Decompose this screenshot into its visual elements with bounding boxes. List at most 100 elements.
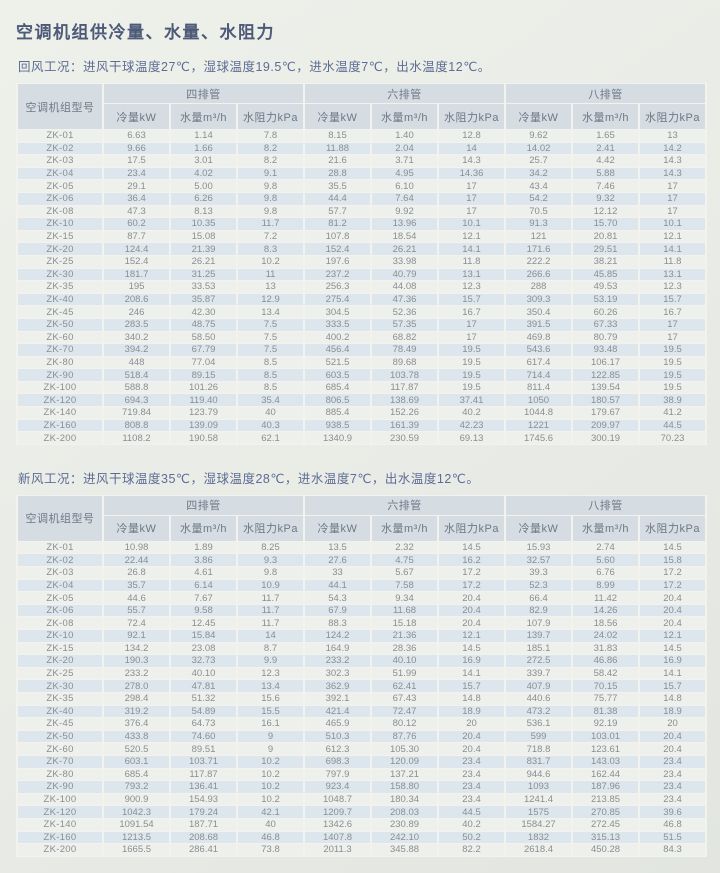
value-cell: 12.1 bbox=[640, 630, 705, 642]
value-cell: 14.3 bbox=[640, 155, 705, 167]
value-cell: 521.5 bbox=[305, 356, 370, 369]
value-cell: 4.02 bbox=[171, 167, 236, 180]
model-cell: ZK-120 bbox=[18, 806, 102, 818]
value-cell: 23.4 bbox=[104, 167, 169, 180]
value-cell: 43.4 bbox=[506, 180, 571, 192]
value-cell: 48.75 bbox=[171, 318, 236, 331]
value-cell: 67.43 bbox=[372, 692, 437, 705]
value-cell: 37.41 bbox=[439, 394, 504, 407]
value-cell: 391.5 bbox=[506, 318, 571, 331]
value-cell: 19.5 bbox=[640, 369, 705, 381]
value-cell: 16.9 bbox=[439, 655, 504, 667]
value-cell: 92.1 bbox=[104, 630, 169, 642]
value-cell: 588.8 bbox=[104, 381, 169, 394]
table-row: ZK-20 190.3 32.73 9.9 233.2 40.10 16.9 272.5 46.… bbox=[18, 655, 705, 667]
value-cell: 304.5 bbox=[305, 306, 370, 318]
value-cell: 11.68 bbox=[372, 604, 437, 617]
value-cell: 448 bbox=[104, 356, 169, 369]
value-cell: 22.44 bbox=[104, 554, 169, 567]
value-cell: 20 bbox=[439, 718, 504, 730]
model-cell: ZK-50 bbox=[18, 730, 102, 743]
value-cell: 2618.4 bbox=[506, 844, 571, 856]
model-cell: ZK-100 bbox=[18, 793, 102, 806]
value-cell: 8.25 bbox=[238, 541, 303, 554]
fresh-air-spec-table: 空调机组型号 四排管 六排管 八排管 冷量kW 水量m³/h 水阻力kPa 冷量kW 水量m³/… bbox=[16, 494, 707, 857]
value-cell: 19.5 bbox=[439, 369, 504, 381]
value-cell: 181.7 bbox=[104, 268, 169, 281]
coil-group-header: 六排管 bbox=[305, 84, 504, 103]
value-cell: 209.97 bbox=[573, 419, 638, 432]
model-cell: ZK-06 bbox=[18, 604, 102, 617]
table-row: ZK-60 520.5 89.51 9 612.3 105.30 20.4 718.8 123.… bbox=[18, 743, 705, 755]
value-cell: 16.1 bbox=[238, 718, 303, 730]
table-row: ZK-80 448 77.04 8.5 521.5 89.68 19.5 617.4 106.1… bbox=[18, 356, 705, 369]
model-cell: ZK-120 bbox=[18, 394, 102, 407]
value-cell: 14.5 bbox=[640, 642, 705, 655]
value-cell: 7.64 bbox=[372, 192, 437, 205]
value-cell: 4.95 bbox=[372, 167, 437, 180]
column-header: 水阻力kPa bbox=[640, 104, 705, 129]
value-cell: 9.8 bbox=[238, 567, 303, 579]
value-cell: 333.5 bbox=[305, 318, 370, 331]
table-row: ZK-160 1213.5 208.68 46.8 1407.8 242.10 50.2 18… bbox=[18, 831, 705, 844]
value-cell: 7.5 bbox=[238, 344, 303, 356]
value-cell: 152.26 bbox=[372, 407, 437, 419]
value-cell: 14.5 bbox=[439, 642, 504, 655]
value-cell: 42.23 bbox=[439, 419, 504, 432]
value-cell: 8.99 bbox=[573, 579, 638, 592]
value-cell: 20.4 bbox=[640, 743, 705, 755]
value-cell: 20.4 bbox=[640, 604, 705, 617]
value-cell: 230.59 bbox=[372, 432, 437, 444]
value-cell: 20.4 bbox=[439, 730, 504, 743]
value-cell: 13.1 bbox=[640, 268, 705, 281]
value-cell: 714.4 bbox=[506, 369, 571, 381]
value-cell: 121 bbox=[506, 230, 571, 243]
value-cell: 20 bbox=[640, 718, 705, 730]
table-row: ZK-01 10.98 1.89 8.25 13.5 2.32 14.5 15.93 2.74 1… bbox=[18, 541, 705, 554]
value-cell: 190.3 bbox=[104, 655, 169, 667]
value-cell: 7.5 bbox=[238, 331, 303, 344]
value-cell: 28.36 bbox=[372, 642, 437, 655]
value-cell: 2.32 bbox=[372, 541, 437, 554]
value-cell: 233.2 bbox=[305, 655, 370, 667]
model-cell: ZK-08 bbox=[18, 205, 102, 218]
value-cell: 450.28 bbox=[573, 844, 638, 856]
value-cell: 32.57 bbox=[506, 554, 571, 567]
value-cell: 275.4 bbox=[305, 293, 370, 306]
value-cell: 19.5 bbox=[640, 356, 705, 369]
value-cell: 831.7 bbox=[506, 755, 571, 768]
value-cell: 51.32 bbox=[171, 692, 236, 705]
value-cell: 117.87 bbox=[372, 381, 437, 394]
value-cell: 1213.5 bbox=[104, 831, 169, 844]
table-row: ZK-03 26.8 4.61 9.8 33 5.67 17.2 39.3 6.76 17.2 bbox=[18, 567, 705, 579]
table-row: ZK-45 246 42.30 13.4 304.5 52.36 16.7 350.4 60.2… bbox=[18, 306, 705, 318]
value-cell: 46.86 bbox=[573, 655, 638, 667]
value-cell: 8.7 bbox=[238, 642, 303, 655]
table-row: ZK-140 719.84 123.79 40 885.4 152.26 40.2 1044.… bbox=[18, 407, 705, 419]
value-cell: 266.6 bbox=[506, 268, 571, 281]
model-column-header: 空调机组型号 bbox=[18, 495, 102, 541]
value-cell: 1108.2 bbox=[104, 432, 169, 444]
return-air-condition-text: 回风工况：进风干球温度27℃，湿球温度19.5℃，进水温度7℃，出水温度12℃。 bbox=[18, 60, 491, 74]
column-header: 冷量kW bbox=[104, 104, 169, 129]
value-cell: 440.6 bbox=[506, 692, 571, 705]
value-cell: 19.5 bbox=[640, 381, 705, 394]
value-cell: 69.13 bbox=[439, 432, 504, 444]
value-cell: 46.8 bbox=[640, 818, 705, 831]
value-cell: 599 bbox=[506, 730, 571, 743]
value-cell: 1575 bbox=[506, 806, 571, 818]
value-cell: 66.4 bbox=[506, 592, 571, 604]
value-cell: 17.2 bbox=[640, 567, 705, 579]
value-cell: 433.8 bbox=[104, 730, 169, 743]
value-cell: 122.85 bbox=[573, 369, 638, 381]
value-cell: 44.5 bbox=[640, 419, 705, 432]
value-cell: 17 bbox=[640, 180, 705, 192]
value-cell: 39.6 bbox=[640, 806, 705, 818]
model-cell: ZK-30 bbox=[18, 680, 102, 692]
value-cell: 718.8 bbox=[506, 743, 571, 755]
model-cell: ZK-25 bbox=[18, 667, 102, 680]
value-cell: 9.8 bbox=[238, 192, 303, 205]
table-row: ZK-140 1091.54 187.71 40 1342.6 230.89 40.2 158… bbox=[18, 818, 705, 831]
value-cell: 35.4 bbox=[238, 394, 303, 407]
value-cell: 340.2 bbox=[104, 331, 169, 344]
